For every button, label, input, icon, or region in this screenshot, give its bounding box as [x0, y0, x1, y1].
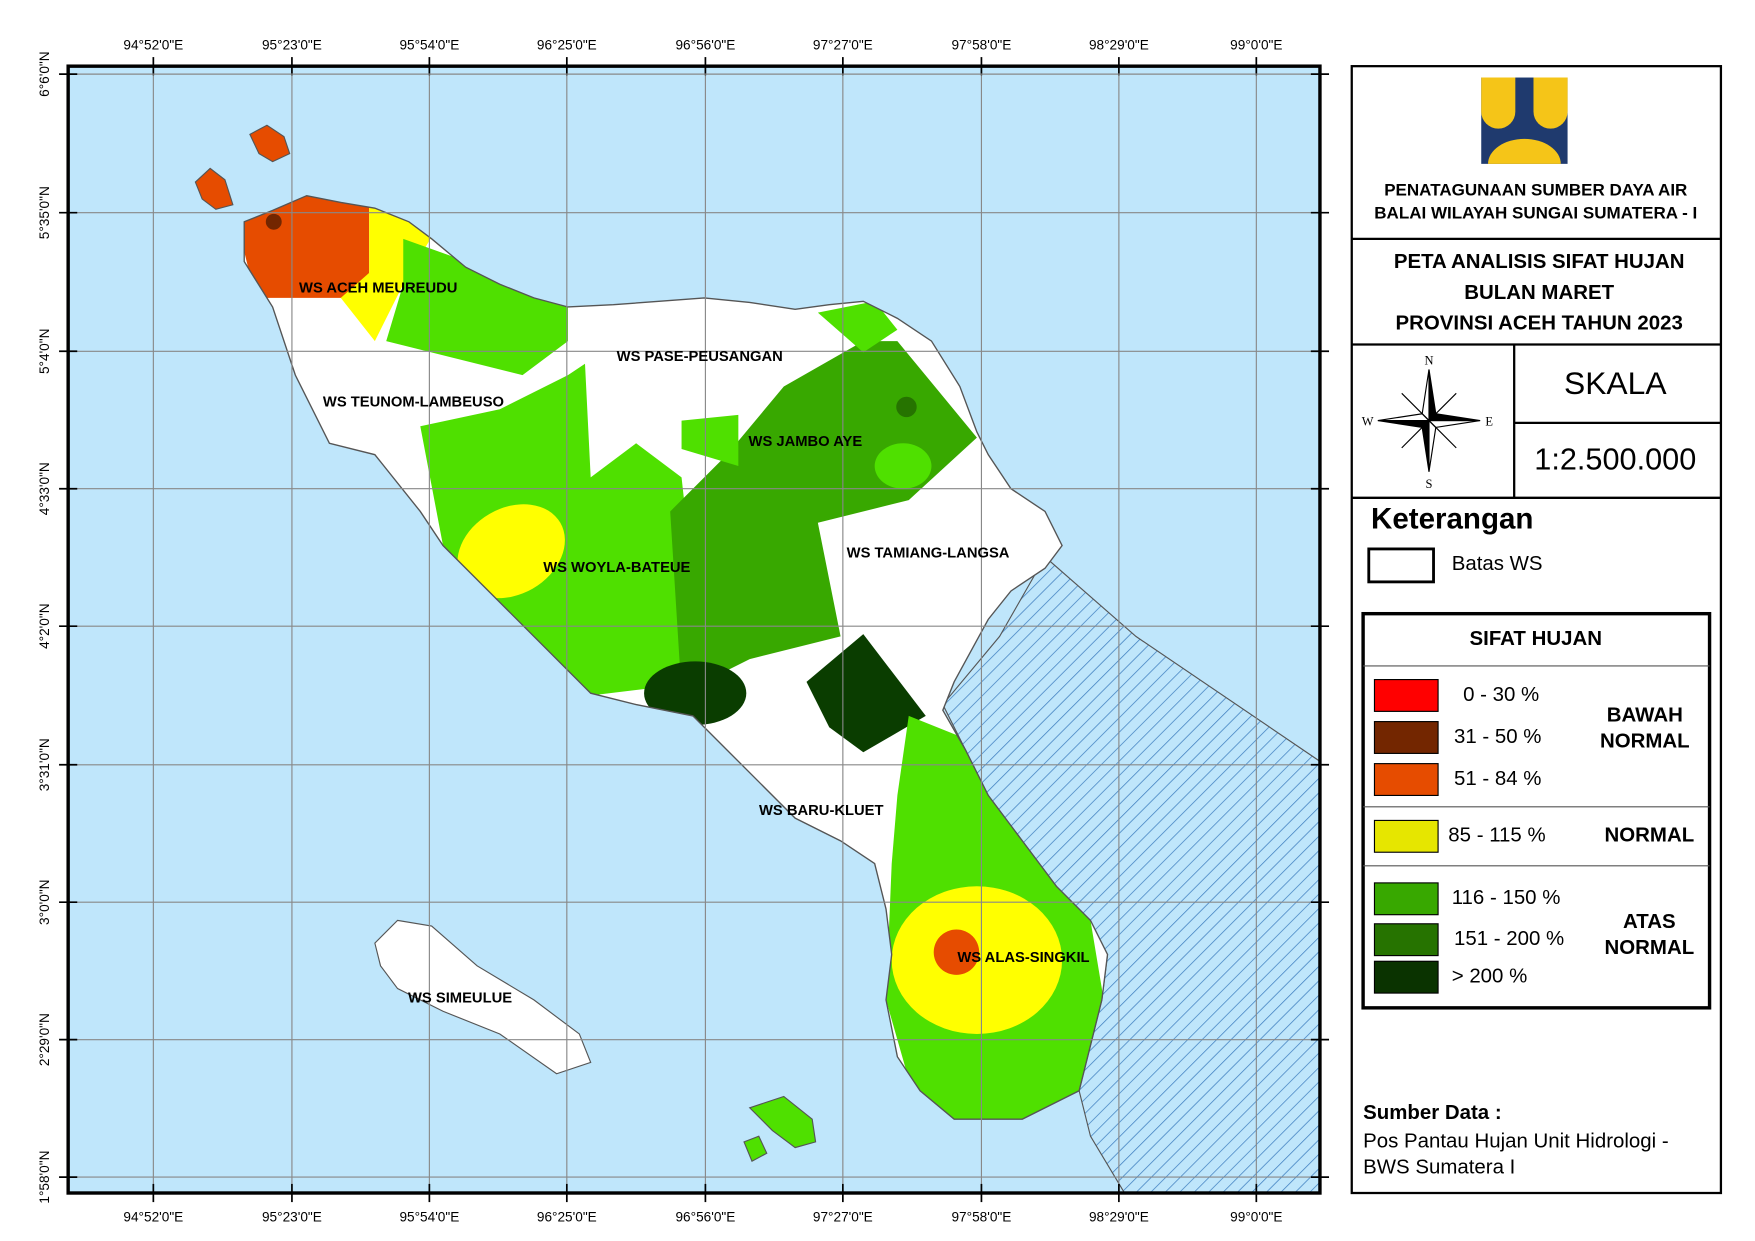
scale-label: SKALA: [1564, 365, 1667, 401]
legend-class-label: 85 - 115 %: [1448, 824, 1545, 847]
legend-swatch: [1373, 819, 1439, 853]
scale-value: 1:2.500.000: [1534, 443, 1696, 477]
longitude-label: 95°23'0"E: [262, 37, 322, 52]
legend-title: Keterangan: [1371, 502, 1533, 535]
legend-class-label: 51 - 84 %: [1454, 767, 1541, 790]
island: [743, 1135, 768, 1162]
region-label: WS WOYLA-BATEUE: [543, 560, 690, 576]
map-title-line: BULAN MARET: [1464, 281, 1614, 304]
latitude-label: 6°6'0"N: [37, 51, 52, 96]
compass-w: W: [1362, 415, 1374, 429]
legend-class-label: 116 - 150 %: [1452, 886, 1561, 909]
longitude-label: 97°27'0"E: [813, 37, 873, 52]
boundary-swatch: [1367, 547, 1435, 584]
legend-swatch: [1373, 721, 1439, 754]
region-label: WS ACEH MEUREUDU: [299, 281, 457, 297]
legend-table-title: SIFAT HUJAN: [1470, 627, 1602, 650]
latitude-label: 5°4'0"N: [37, 329, 52, 374]
longitude-label: 98°29'0"E: [1089, 1210, 1149, 1225]
map-frame: [66, 64, 1322, 1195]
latitude-label: 3°0'0"N: [37, 879, 52, 924]
legend-swatch: [1373, 923, 1439, 957]
longitude-label: 97°58'0"E: [951, 37, 1011, 52]
legend-group-label: NORMAL: [1605, 936, 1695, 959]
legend-group-label: NORMAL: [1605, 824, 1695, 847]
longitude-label: 99°0'0"E: [1230, 37, 1282, 52]
legend-class-label: > 200 %: [1452, 965, 1528, 988]
longitude-label: 97°58'0"E: [951, 1210, 1011, 1225]
longitude-label: 97°27'0"E: [813, 1210, 873, 1225]
compass-s: S: [1426, 477, 1433, 491]
island: [194, 167, 234, 210]
map-title-line: PROVINSI ACEH TAHUN 2023: [1396, 311, 1683, 334]
longitude-label: 94°52'0"E: [123, 1210, 183, 1225]
legend-group-label: NORMAL: [1600, 729, 1690, 752]
map-title-line: PETA ANALISIS SIFAT HUJAN: [1394, 250, 1685, 273]
latitude-label: 5°35'0"N: [37, 186, 52, 239]
longitude-label: 95°54'0"E: [399, 1210, 459, 1225]
aceh-outline: [243, 194, 1109, 1120]
agency-line: BALAI WILAYAH SUNGAI SUMATERA - I: [1374, 203, 1697, 222]
legend-group-label: ATAS: [1623, 910, 1676, 933]
latitude-label: 2°29'0"N: [37, 1013, 52, 1066]
region-label: WS TAMIANG-LANGSA: [847, 545, 1010, 561]
boundary-label: Batas WS: [1452, 552, 1543, 575]
agency-line: PENATAGUNAAN SUMBER DAYA AIR: [1384, 181, 1687, 200]
weh-island: [249, 124, 291, 163]
longitude-label: 94°52'0"E: [123, 37, 183, 52]
longitude-label: 98°29'0"E: [1089, 37, 1149, 52]
legend-swatch: [1373, 763, 1439, 796]
region-label: WS BARU-KLUET: [759, 803, 884, 819]
legend-swatch: [1373, 960, 1439, 994]
region-label: WS TEUNOM-LAMBEUSO: [323, 394, 504, 410]
longitude-label: 99°0'0"E: [1230, 1210, 1282, 1225]
latitude-label: 4°33'0"N: [37, 462, 52, 515]
longitude-label: 95°54'0"E: [399, 37, 459, 52]
region-label: WS SIMEULUE: [408, 991, 512, 1007]
compass-e: E: [1485, 415, 1493, 429]
legend-class-label: 0 - 30 %: [1463, 683, 1539, 706]
latitude-label: 1°58'0"N: [37, 1151, 52, 1204]
legend-swatch: [1373, 678, 1439, 712]
legend-swatch: [1373, 882, 1439, 916]
longitude-label: 96°25'0"E: [537, 1210, 597, 1225]
compass-n: N: [1424, 353, 1433, 367]
longitude-label: 96°25'0"E: [537, 37, 597, 52]
region-label: WS PASE-PEUSANGAN: [617, 349, 783, 365]
longitude-label: 96°56'0"E: [675, 37, 735, 52]
dynamic: PENATAGUNAAN SUMBER DAYA AIR BALAI WILAYA…: [1363, 181, 1697, 1179]
longitude-label: 96°56'0"E: [675, 1210, 735, 1225]
compass-rose: [1377, 369, 1481, 472]
region-label: WS JAMBO AYE: [749, 434, 863, 450]
source-line: BWS Sumatera I: [1363, 1155, 1515, 1178]
logo: [1481, 77, 1568, 164]
longitude-label: 95°23'0"E: [262, 1210, 322, 1225]
labels: 94°52'0"E 94°52'0"E 95°23'0"E 95°23'0"E 95°5…: [37, 37, 1282, 1224]
source-title: Sumber Data :: [1363, 1101, 1502, 1124]
source-line: Pos Pantau Hujan Unit Hidrologi -: [1363, 1129, 1669, 1152]
graticule: [59, 57, 1330, 1203]
legend-class-label: 151 - 200 %: [1454, 927, 1564, 950]
legend-group-label: BAWAH: [1607, 703, 1683, 726]
region-label: WS ALAS-SINGKIL: [957, 950, 1089, 966]
latitude-label: 3°31'0"N: [37, 738, 52, 791]
island: [748, 1095, 817, 1149]
legend-class-label: 31 - 50 %: [1454, 725, 1541, 748]
latitude-label: 4°2'0"N: [37, 603, 52, 648]
